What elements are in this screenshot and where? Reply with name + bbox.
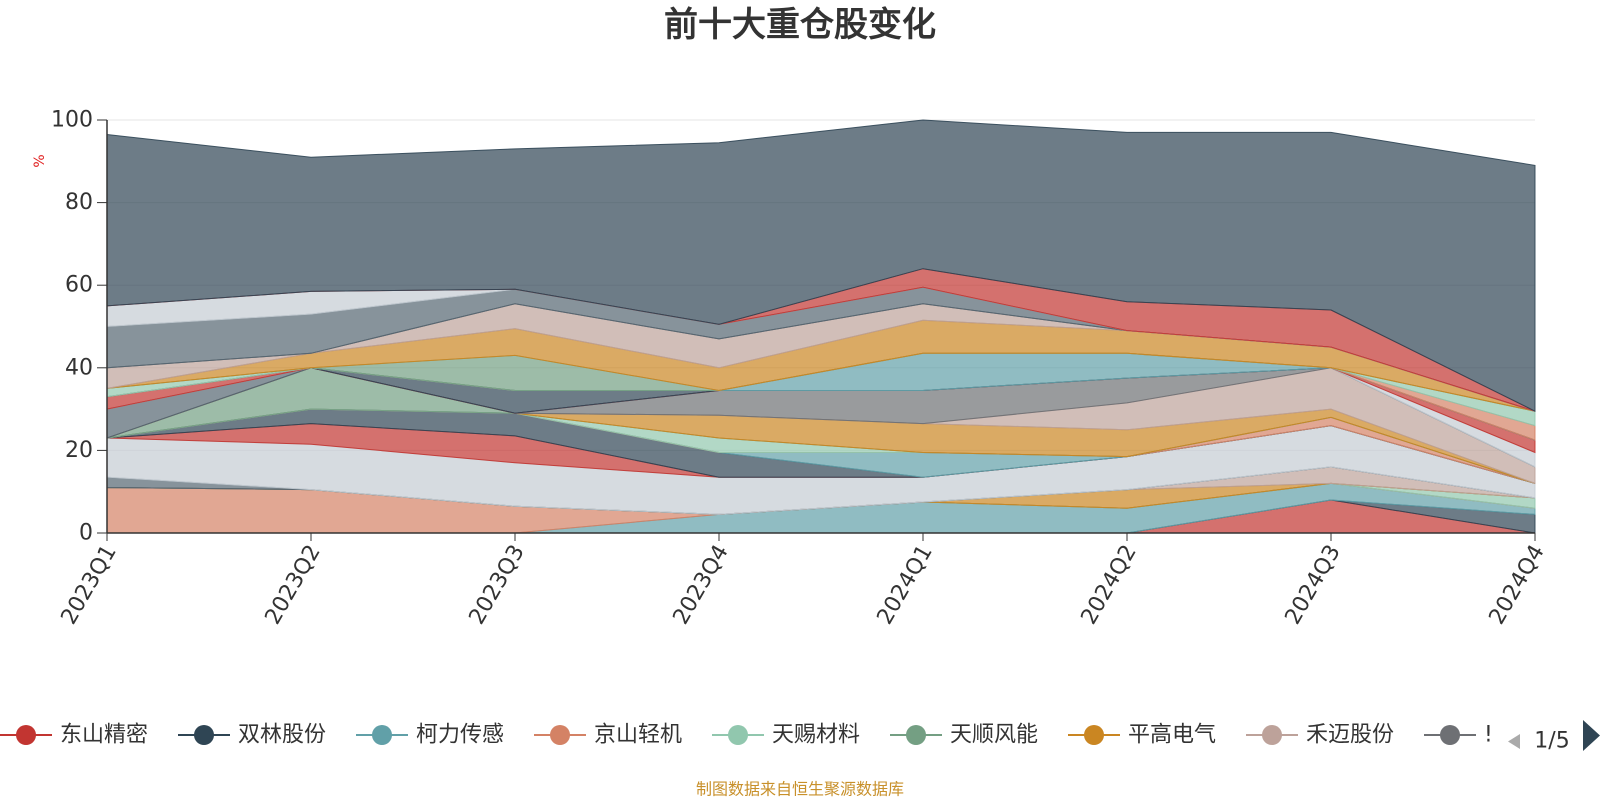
y-tick-label-0: 0 (79, 521, 93, 546)
legend-label-6: 平高电气 (1128, 723, 1216, 748)
y-tick-label-5: 100 (51, 108, 93, 133)
x-tick-label-0: 2023Q1 (57, 541, 122, 629)
legend-label-1: 双林股份 (238, 723, 326, 748)
legend-label-truncated: ! (1484, 723, 1493, 748)
legend-item-4[interactable]: 天赐材料 (712, 723, 860, 748)
y-tick-label-4: 80 (65, 190, 93, 215)
x-tick-label-2: 2023Q3 (465, 541, 530, 629)
legend: 东山精密 双林股份 柯力传感 京山轻机 天赐材料 天顺风能 平高电气 禾迈股份! (0, 723, 1493, 748)
legend-prev-button[interactable] (1508, 734, 1520, 749)
y-tick-label-2: 40 (65, 355, 93, 380)
legend-next-button[interactable] (1583, 720, 1600, 751)
legend-marker-1 (194, 725, 214, 745)
y-tick-label-3: 60 (65, 273, 93, 298)
x-tick-label-3: 2023Q4 (669, 541, 734, 629)
legend-item-2[interactable]: 柯力传感 (356, 723, 504, 748)
data-source-footer: 制图数据来自恒生聚源数据库 (696, 780, 904, 799)
legend-page-indicator: 1/5 (1534, 729, 1569, 754)
legend-label-4: 天赐材料 (772, 723, 860, 748)
legend-item-truncated[interactable]: ! (1424, 723, 1493, 748)
legend-marker-4 (728, 725, 748, 745)
chart-title: 前十大重仓股变化 (664, 5, 936, 45)
legend-marker-5 (906, 725, 926, 745)
legend-item-7[interactable]: 禾迈股份 (1246, 723, 1394, 748)
x-tick-label-1: 2023Q2 (261, 541, 326, 629)
legend-marker-0 (16, 725, 36, 745)
legend-item-0[interactable]: 东山精密 (0, 723, 148, 748)
stacked-areas (106, 119, 1536, 534)
legend-marker-truncated (1440, 725, 1460, 745)
x-tick-label-4: 2024Q1 (873, 541, 938, 629)
y-axis-unit: % (32, 154, 48, 167)
x-tick-label-6: 2024Q3 (1281, 541, 1346, 629)
legend-marker-6 (1084, 725, 1104, 745)
legend-item-6[interactable]: 平高电气 (1068, 723, 1216, 748)
legend-item-3[interactable]: 京山轻机 (534, 723, 682, 748)
legend-label-7: 禾迈股份 (1306, 723, 1394, 748)
legend-label-0: 东山精密 (60, 723, 148, 748)
x-tick-label-5: 2024Q2 (1077, 541, 1142, 629)
legend-marker-3 (550, 725, 570, 745)
legend-label-2: 柯力传感 (416, 723, 504, 748)
y-tick-label-1: 20 (65, 438, 93, 463)
legend-pager: 1/5 (1508, 720, 1600, 754)
legend-marker-7 (1262, 725, 1282, 745)
legend-label-3: 京山轻机 (594, 723, 682, 748)
area-series-34 (106, 119, 1536, 413)
x-tick-label-7: 2024Q4 (1485, 541, 1550, 629)
legend-marker-2 (372, 725, 392, 745)
legend-item-1[interactable]: 双林股份 (178, 723, 326, 748)
legend-item-5[interactable]: 天顺风能 (890, 723, 1038, 748)
legend-label-5: 天顺风能 (950, 723, 1038, 748)
